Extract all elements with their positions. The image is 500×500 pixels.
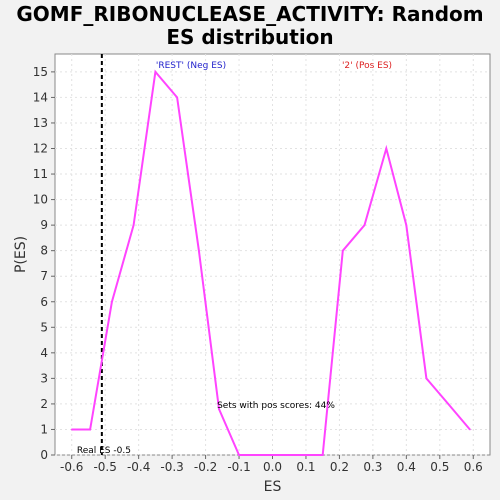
x-tick-label: 0.5: [430, 460, 449, 474]
x-tick-label: -0.3: [160, 460, 183, 474]
y-tick-label: 1: [40, 422, 48, 436]
real-es-label: Real ES -0.5: [77, 446, 131, 456]
x-axis-label: ES: [264, 479, 282, 495]
y-tick-label: 12: [33, 142, 48, 156]
data-point: [155, 71, 157, 73]
y-tick-label: 15: [33, 65, 48, 79]
data-point: [447, 403, 449, 405]
pos-es-label: '2' (Pos ES): [342, 61, 392, 71]
x-tick-label: -0.6: [60, 460, 83, 474]
x-tick-label: -0.4: [127, 460, 150, 474]
y-tick-label: 11: [33, 167, 48, 181]
data-point: [364, 224, 366, 226]
data-point: [133, 224, 135, 226]
x-tick-label: -0.1: [227, 460, 250, 474]
data-point: [238, 454, 240, 456]
data-point: [111, 301, 113, 303]
y-tick-label: 9: [40, 218, 48, 232]
y-tick-label: 0: [40, 448, 48, 462]
y-tick-label: 3: [40, 371, 48, 385]
x-tick-label: 0.2: [330, 460, 349, 474]
y-tick-label: 6: [40, 295, 48, 309]
y-tick-label: 5: [40, 320, 48, 334]
data-point: [260, 454, 262, 456]
y-axis-label: P(ES): [13, 236, 29, 273]
data-point: [406, 224, 408, 226]
data-point: [302, 454, 304, 456]
y-tick-label: 7: [40, 269, 48, 283]
sets-pos-scores-label: Sets with pos scores: 44%: [217, 401, 335, 411]
data-point: [176, 97, 178, 99]
data-point: [385, 148, 387, 150]
data-point: [282, 454, 284, 456]
y-tick-label: 2: [40, 397, 48, 411]
y-tick-label: 10: [33, 193, 48, 207]
y-tick-label: 8: [40, 244, 48, 258]
data-point: [198, 250, 200, 252]
data-point: [89, 429, 91, 431]
data-point: [342, 250, 344, 252]
data-point: [71, 429, 73, 431]
data-point: [322, 454, 324, 456]
x-tick-label: -0.5: [93, 460, 116, 474]
y-tick-label: 4: [40, 346, 48, 360]
data-point: [469, 429, 471, 431]
neg-es-label: 'REST' (Neg ES): [156, 61, 226, 71]
y-tick-label: 14: [33, 90, 48, 104]
data-point: [426, 378, 428, 380]
x-tick-label: 0.4: [397, 460, 416, 474]
x-tick-label: 0.1: [296, 460, 315, 474]
x-tick-label: -0.2: [194, 460, 217, 474]
x-tick-label: 0.6: [464, 460, 483, 474]
x-tick-label: 0.3: [363, 460, 382, 474]
y-tick-label: 13: [33, 116, 48, 130]
x-tick-label: 0.0: [263, 460, 282, 474]
